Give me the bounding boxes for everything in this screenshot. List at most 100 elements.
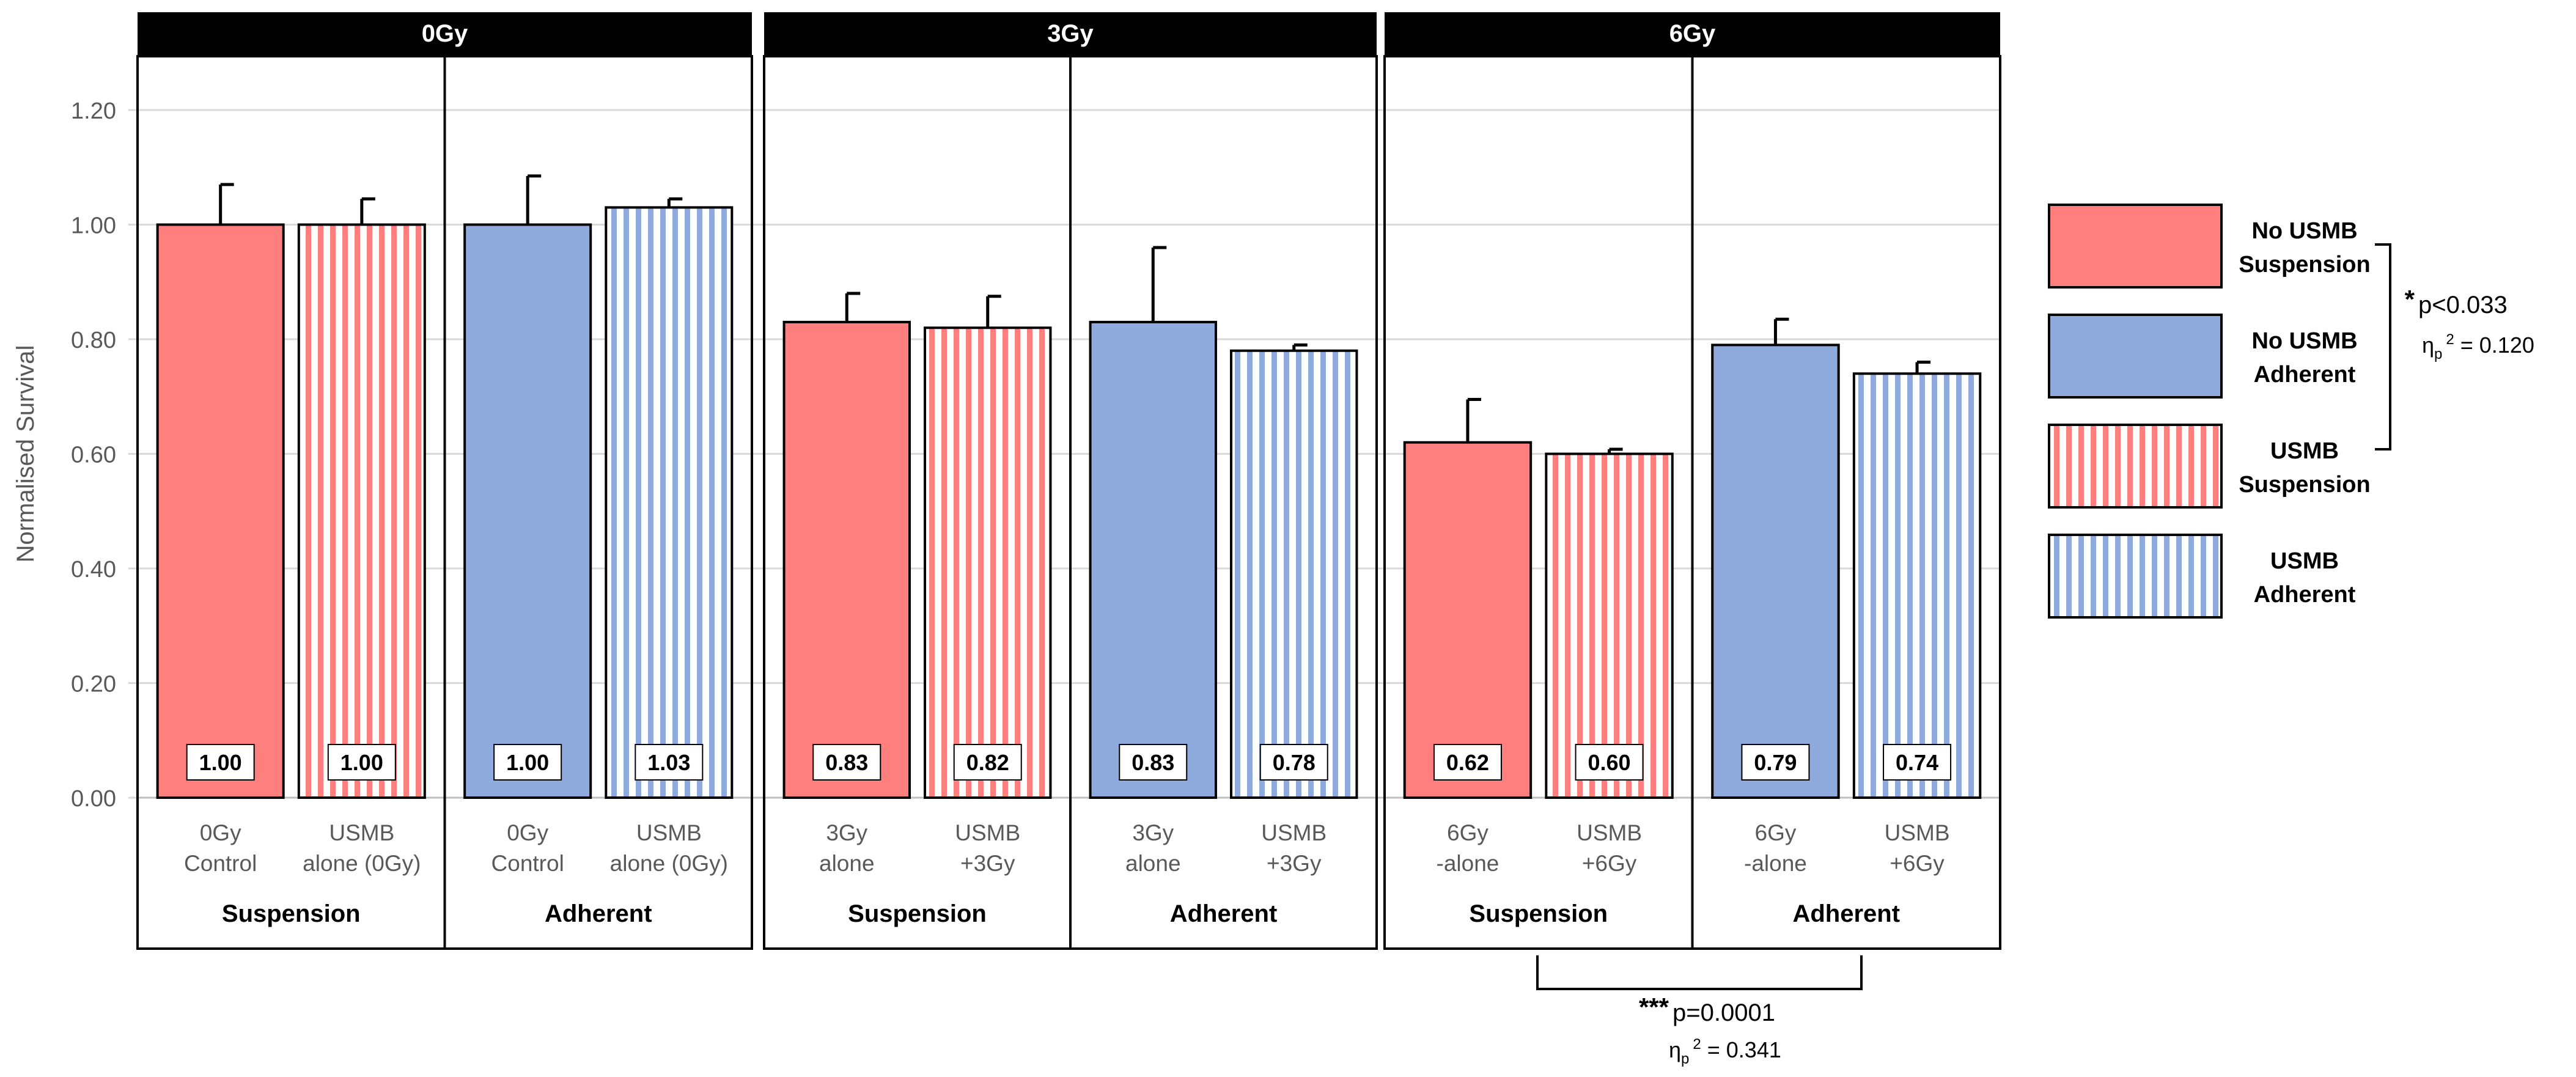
legend-label-line1: No USMB bbox=[2251, 328, 2357, 354]
y-tick-label: 0.20 bbox=[71, 672, 116, 697]
bar bbox=[1230, 349, 1358, 799]
value-label-box bbox=[186, 744, 255, 781]
y-tick-label: 0.80 bbox=[71, 328, 116, 353]
y-tick-label: 1.20 bbox=[71, 98, 116, 124]
legend-label-line2: Suspension bbox=[2239, 252, 2370, 278]
value-label-box bbox=[1259, 744, 1328, 781]
category-label-line2: alone bbox=[819, 851, 875, 876]
value-label: 0.60 bbox=[1588, 750, 1631, 775]
group-label: Adherent bbox=[1170, 900, 1278, 927]
category-label-line1: 6Gy bbox=[1755, 820, 1797, 845]
bar bbox=[1711, 344, 1840, 799]
bars-layer bbox=[156, 174, 1982, 799]
value-label: 1.00 bbox=[340, 750, 383, 775]
eta-subscript: p bbox=[1681, 1051, 1689, 1067]
y-tick-label: 0.60 bbox=[71, 443, 116, 468]
value-label-box bbox=[1119, 744, 1188, 781]
category-label-line2: -alone bbox=[1437, 851, 1500, 876]
legend-label-line1: USMB bbox=[2270, 548, 2339, 574]
category-label-line1: 6Gy bbox=[1447, 820, 1489, 845]
group-label: Suspension bbox=[848, 900, 987, 927]
significance-stars: * bbox=[2405, 285, 2415, 314]
panel-header bbox=[138, 12, 752, 56]
legend-layer: No USMB Suspension No USMB Adherent USMB Susp… bbox=[2048, 204, 2371, 619]
bar bbox=[156, 223, 285, 799]
group-label: Suspension bbox=[222, 900, 361, 927]
legend-swatch bbox=[2048, 204, 2223, 289]
bar bbox=[297, 223, 426, 799]
bar bbox=[1403, 441, 1533, 799]
bar bbox=[1089, 320, 1217, 799]
eta-symbol: η bbox=[1669, 1037, 1681, 1062]
panel-header bbox=[1385, 12, 2000, 56]
value-label-box bbox=[493, 744, 562, 781]
value-label-box bbox=[327, 744, 396, 781]
category-label-line2: +6Gy bbox=[1582, 851, 1637, 876]
group-label: Adherent bbox=[545, 900, 652, 927]
category-label-line2: Control bbox=[491, 851, 564, 876]
value-label-box bbox=[635, 744, 704, 781]
category-label-line1: USMB bbox=[329, 820, 394, 845]
value-label-box bbox=[953, 744, 1022, 781]
value-label: 0.83 bbox=[825, 750, 868, 775]
value-label: 1.00 bbox=[199, 750, 242, 775]
legend-label-line1: No USMB bbox=[2251, 218, 2357, 244]
category-label-line2: alone (0Gy) bbox=[303, 851, 421, 876]
value-label: 0.74 bbox=[1896, 750, 1938, 775]
eta-value: = 0.341 bbox=[1701, 1037, 1781, 1062]
panel-header bbox=[764, 12, 1377, 56]
bar bbox=[924, 326, 1052, 799]
value-label-box bbox=[1433, 744, 1502, 781]
text-layer: 0.00 0.20 0.40 0.60 0.80 1.00 1.20 Normalised S… bbox=[12, 20, 1950, 927]
legend-swatch bbox=[2048, 314, 2223, 399]
value-label: 1.00 bbox=[506, 750, 549, 775]
eta-superscript: 2 bbox=[2446, 331, 2454, 348]
eta-value: = 0.120 bbox=[2454, 333, 2534, 358]
value-label: 0.82 bbox=[966, 750, 1009, 775]
category-label-line1: 0Gy bbox=[200, 820, 241, 845]
value-label-box bbox=[1741, 744, 1810, 781]
legend-label-line1: USMB bbox=[2270, 438, 2339, 464]
legend-swatch bbox=[2048, 534, 2223, 619]
category-label-line2: -alone bbox=[1744, 851, 1807, 876]
y-tick-label: 0.00 bbox=[71, 786, 116, 812]
grid-layer bbox=[128, 109, 2000, 799]
category-label-line2: alone bbox=[1125, 851, 1181, 876]
value-label: 0.83 bbox=[1132, 750, 1174, 775]
legend-label-line2: Adherent bbox=[2254, 362, 2356, 388]
bottom-significance-bracket bbox=[1536, 955, 1863, 990]
significance-p-value: p<0.033 bbox=[2418, 292, 2508, 318]
legend-significance-bracket bbox=[2375, 243, 2391, 450]
category-label-line1: USMB bbox=[955, 820, 1020, 845]
frames-layer bbox=[136, 12, 2001, 950]
category-label-line2: +3Gy bbox=[1267, 851, 1322, 876]
category-label-line1: 0Gy bbox=[507, 820, 548, 845]
panel-title: 0Gy bbox=[422, 20, 468, 47]
category-label-line1: USMB bbox=[1577, 820, 1642, 845]
bar bbox=[1545, 452, 1674, 799]
bar bbox=[463, 223, 592, 799]
value-label: 1.03 bbox=[647, 750, 690, 775]
category-label-line1: USMB bbox=[1885, 820, 1950, 845]
panel-title: 6Gy bbox=[1669, 20, 1716, 47]
eta-superscript: 2 bbox=[1693, 1036, 1701, 1053]
bar bbox=[1852, 372, 1982, 799]
panel-title: 3Gy bbox=[1047, 20, 1094, 47]
group-label: Adherent bbox=[1792, 900, 1900, 927]
y-axis-label: Normalised Survival bbox=[12, 345, 39, 563]
category-label-line2: +3Gy bbox=[960, 851, 1015, 876]
category-label-line2: alone (0Gy) bbox=[610, 851, 728, 876]
legend-label-line2: Adherent bbox=[2254, 582, 2356, 608]
bar bbox=[782, 320, 911, 799]
category-label-line1: 3Gy bbox=[826, 820, 867, 845]
y-tick-label: 1.00 bbox=[71, 213, 116, 239]
legend-label-line2: Suspension bbox=[2239, 472, 2370, 498]
significance-p-value: p=0.0001 bbox=[1673, 999, 1775, 1026]
significance-stars: *** bbox=[1639, 993, 1669, 1021]
bar bbox=[605, 206, 734, 799]
value-label: 0.62 bbox=[1446, 750, 1489, 775]
category-label-line1: USMB bbox=[636, 820, 702, 845]
legend-swatch bbox=[2048, 424, 2223, 509]
